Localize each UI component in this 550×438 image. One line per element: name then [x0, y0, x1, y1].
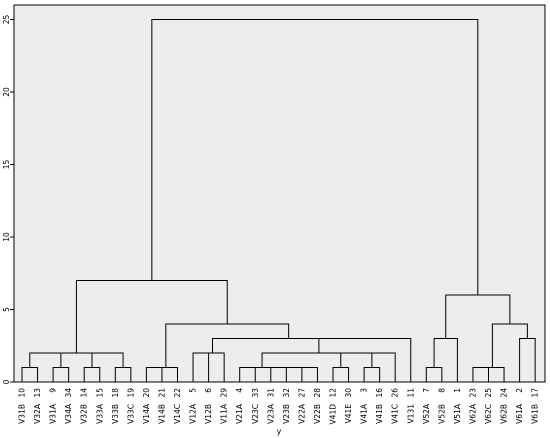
- leaf-number: 22: [173, 388, 182, 398]
- leaf-name: V61B: [531, 404, 540, 424]
- leaf-name: V34A: [64, 403, 73, 424]
- dendrogram-link: [200, 352, 225, 382]
- plot-area: [13, 4, 546, 383]
- leaf-name: V41A: [360, 403, 369, 424]
- leaf-name: V41E: [344, 404, 353, 424]
- leaf-name: V52A: [422, 403, 431, 424]
- leaf-number-labels: 10 13 9 34 14 15 18 19 20 21 22 5 6 29 4 33 31 32 27 28 12 30…: [18, 388, 540, 398]
- leaf-number: 32: [282, 388, 291, 398]
- leaf-name: V52B: [437, 404, 446, 424]
- leaf-name: V33A: [95, 403, 104, 424]
- leaf-name-labels: V31B V32A V31A V34A V32B V33A V33B V33C V14A V14B…: [18, 403, 540, 424]
- y-tick-label: 20: [2, 87, 11, 97]
- leaf-number: 29: [220, 388, 229, 398]
- leaf-name: V31B: [18, 404, 27, 424]
- leaf-name: V21A: [235, 403, 244, 424]
- leaf-number: 17: [531, 388, 540, 398]
- y-tick-label: 5: [2, 307, 11, 312]
- leaf-name: V62B: [500, 404, 509, 424]
- leaf-name: V31A: [49, 403, 58, 424]
- leaf-name: V33C: [126, 404, 135, 424]
- y-tick-label: 15: [2, 160, 11, 170]
- leaf-name: V32B: [80, 404, 89, 424]
- dendrogram-link: [239, 367, 285, 382]
- leaf-number: 13: [33, 388, 42, 398]
- leaf-number: 9: [49, 388, 58, 393]
- leaf-number: 1: [453, 388, 462, 393]
- dendrogram-link: [151, 19, 479, 295]
- leaf-number: 26: [391, 388, 400, 398]
- y-tick-label: 0: [2, 379, 11, 384]
- leaf-name: V12A: [189, 403, 198, 424]
- leaf-name: V23A: [266, 403, 275, 424]
- y-tick-label: 10: [2, 232, 11, 242]
- leaf-number: 12: [329, 388, 338, 398]
- leaf-number: 30: [344, 388, 353, 398]
- leaf-name: V22A: [297, 403, 306, 424]
- dendrogram-link: [480, 367, 505, 382]
- leaf-number: 16: [375, 388, 384, 398]
- leaf-name: V41B: [375, 404, 384, 424]
- leaf-name: V41D: [329, 404, 338, 425]
- leaf-name: V62A: [468, 403, 477, 424]
- leaf-number: 27: [297, 388, 306, 398]
- leaf-number: 34: [64, 388, 73, 398]
- y-tick-label: 25: [2, 15, 11, 25]
- leaf-name: V32A: [33, 403, 42, 424]
- leaf-number: 10: [18, 388, 27, 398]
- dendrogram-link: [261, 352, 376, 368]
- leaf-number: 5: [189, 388, 198, 393]
- leaf-number: 33: [251, 388, 260, 398]
- leaf-number: 23: [468, 388, 477, 398]
- leaf-number: 28: [313, 388, 322, 398]
- leaf-name: V14C: [173, 404, 182, 424]
- dendrogram-link: [154, 367, 178, 382]
- leaf-number: 15: [95, 388, 104, 398]
- leaf-number: 24: [500, 388, 509, 398]
- dendrogram-link: [211, 338, 365, 353]
- leaf-number: 19: [126, 388, 135, 398]
- leaf-name: V14A: [142, 403, 151, 424]
- leaf-number: 4: [235, 388, 244, 393]
- leaf-number: 14: [80, 388, 89, 398]
- leaf-number: 8: [437, 388, 446, 393]
- leaf-name: V11A: [220, 403, 229, 424]
- y-axis: 0 5 10 15 20 25: [2, 15, 14, 384]
- leaf-name: V22B: [313, 404, 322, 424]
- leaf-number: 18: [111, 388, 120, 398]
- x-axis-label: y: [277, 427, 282, 436]
- leaf-name: V33B: [111, 404, 120, 424]
- leaf-name: V62C: [484, 404, 493, 424]
- leaf-name: V12B: [204, 404, 213, 424]
- leaf-number: 20: [142, 388, 151, 398]
- leaf-name: V61A: [515, 403, 524, 424]
- leaf-number: 31: [266, 388, 275, 398]
- leaf-name: V23C: [251, 404, 260, 424]
- leaf-number: 25: [484, 388, 493, 398]
- leaf-name: V14B: [157, 404, 166, 424]
- leaf-number: 6: [204, 388, 213, 393]
- leaf-name: V51A: [453, 403, 462, 424]
- leaf-number: 11: [406, 388, 415, 398]
- leaf-number: 7: [422, 388, 431, 393]
- leaf-name: V23B: [282, 404, 291, 424]
- leaf-name: V131: [406, 404, 415, 424]
- dendrogram-link: [318, 338, 412, 382]
- leaf-name: V41C: [391, 404, 400, 424]
- leaf-number: 3: [360, 388, 369, 393]
- leaf-number: 21: [157, 388, 166, 398]
- leaf-number: 2: [515, 388, 524, 393]
- dendrogram-tree: [21, 19, 536, 382]
